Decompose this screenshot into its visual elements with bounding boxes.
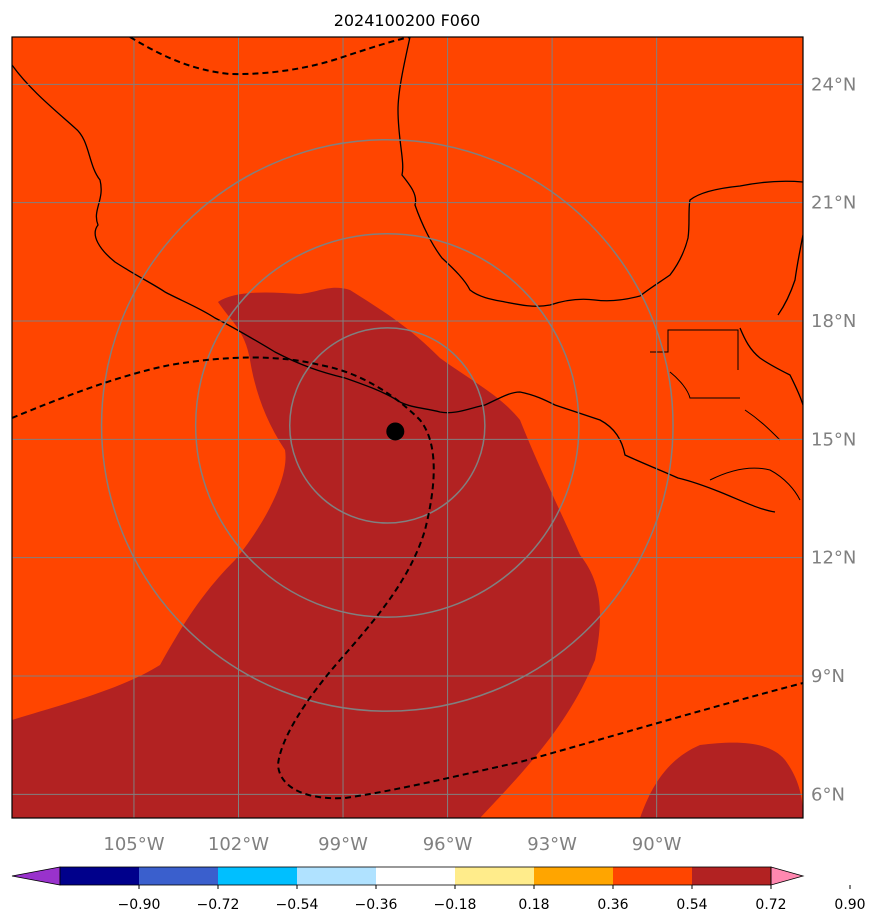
latitude-labels: 6°N 9°N 12°N 15°N 18°N 21°N 24°N <box>811 74 856 805</box>
colorbar-label-3: −0.36 <box>355 897 398 913</box>
colorbar-frame <box>59 866 772 886</box>
colorbar-segment-5 <box>455 867 535 885</box>
colorbar-label-8: 0.72 <box>755 897 786 913</box>
colorbar-segment-7 <box>613 867 693 885</box>
lon-label-4: 93°W <box>527 834 577 855</box>
coastlines <box>12 37 803 513</box>
colorbar-segment-3 <box>297 867 377 885</box>
lat-label-6: 24°N <box>811 74 856 95</box>
lat-label-5: 21°N <box>811 193 856 214</box>
map-frame <box>11 36 804 819</box>
colorbar-label-2: −0.54 <box>276 897 319 913</box>
colorbar-segment-4 <box>376 867 456 885</box>
lon-label-5: 90°W <box>632 834 682 855</box>
lon-label-2: 99°W <box>318 834 368 855</box>
colorbar-segment-1 <box>139 867 219 885</box>
lon-label-3: 96°W <box>423 834 473 855</box>
lat-label-1: 9°N <box>811 666 845 687</box>
colorbar: −0.90 −0.72 −0.54 −0.36 −0.18 0.18 0.36 0.54 0.7… <box>11 866 866 913</box>
lon-label-0: 105°W <box>103 834 164 855</box>
lat-label-3: 15°N <box>811 429 856 450</box>
colorbar-label-9: 0.90 <box>834 897 865 913</box>
country-borders <box>650 329 801 501</box>
colorbar-extend-low <box>11 866 61 886</box>
colorbar-extend-high <box>770 866 805 886</box>
colorbar-label-5: 0.18 <box>518 897 549 913</box>
dashed-contours <box>12 37 803 800</box>
contour-north <box>129 37 411 76</box>
anomaly-region-southeast <box>640 742 803 818</box>
pacific-coast <box>12 64 776 513</box>
lat-label-4: 18°N <box>811 311 856 332</box>
colorbar-segment-2 <box>218 867 298 885</box>
lat-label-0: 6°N <box>811 784 845 805</box>
lon-label-1: 102°W <box>208 834 269 855</box>
colorbar-segment-6 <box>534 867 614 885</box>
anomaly-region-main <box>12 287 600 818</box>
storm-center-marker <box>386 422 405 441</box>
range-ring-2 <box>100 138 674 712</box>
lat-label-2: 12°N <box>811 548 856 569</box>
colorbar-label-6: 0.36 <box>597 897 628 913</box>
map-panel: 105°W 102°W 99°W 96°W 93°W 90°W 6°N 9°N 12°N 15°… <box>11 36 856 855</box>
longitude-labels: 105°W 102°W 99°W 96°W 93°W 90°W <box>103 834 681 855</box>
colorbar-segment-0 <box>60 867 140 885</box>
gridlines <box>12 37 803 818</box>
colorbar-label-4: −0.18 <box>434 897 477 913</box>
contour-storm-loop <box>12 356 803 800</box>
colorbar-segment-8 <box>692 867 772 885</box>
range-ring-1 <box>194 233 580 618</box>
gulf-coast <box>397 37 803 307</box>
colorbar-label-1: −0.72 <box>197 897 240 913</box>
colorbar-label-0: −0.90 <box>118 897 161 913</box>
range-ring-0 <box>288 327 486 524</box>
map-title: 2024100200 F060 <box>334 11 481 30</box>
central-america-coast <box>739 327 803 406</box>
range-rings <box>100 138 674 712</box>
colorbar-label-7: 0.54 <box>676 897 707 913</box>
yucatan-east-coast <box>777 234 803 316</box>
